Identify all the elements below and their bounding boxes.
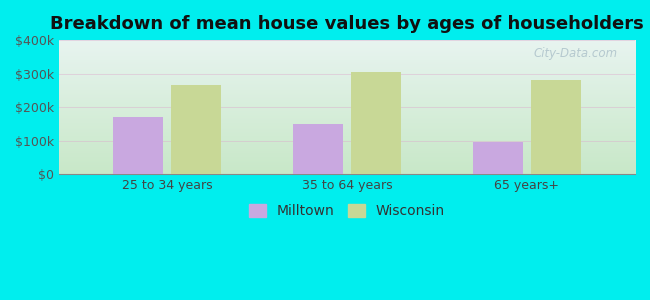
Bar xyxy=(113,117,163,174)
Bar xyxy=(170,85,221,174)
Text: City-Data.com: City-Data.com xyxy=(534,47,618,60)
Bar xyxy=(473,142,523,174)
Legend: Milltown, Wisconsin: Milltown, Wisconsin xyxy=(249,204,445,218)
Title: Breakdown of mean house values by ages of householders: Breakdown of mean house values by ages o… xyxy=(50,15,644,33)
Bar xyxy=(350,72,401,174)
Bar xyxy=(293,124,343,174)
Bar xyxy=(530,80,581,174)
